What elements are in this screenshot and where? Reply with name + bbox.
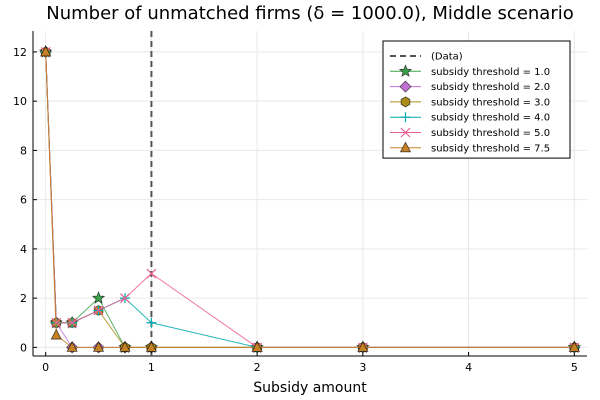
x-tick-label-5: 5 — [571, 361, 578, 374]
series-5-point-2 — [67, 317, 78, 328]
y-tick-label-4: 8 — [20, 144, 27, 157]
series-1-point-3 — [91, 291, 106, 304]
series-6-point-6 — [251, 341, 263, 352]
legend-marker-3 — [400, 96, 411, 108]
legend-marker-4 — [400, 112, 411, 123]
y-tick-label-5: 10 — [13, 95, 27, 108]
series-5-point-3 — [93, 305, 104, 316]
series-5-point-4 — [120, 293, 130, 304]
series-6-point-3 — [92, 341, 105, 352]
axes — [32, 31, 587, 357]
x-tick-label-4: 4 — [465, 361, 472, 374]
series-6-point-0 — [40, 45, 52, 57]
legend-label-6: subsidy threshold = 7.5 — [431, 143, 550, 154]
y-tick-label-3: 6 — [20, 194, 27, 207]
y-tick-label-1: 2 — [20, 292, 27, 305]
legend-label-3: subsidy threshold = 3.0 — [431, 97, 550, 108]
legend-label-2: subsidy threshold = 2.0 — [431, 82, 550, 93]
legend-label-data: (Data) — [431, 52, 463, 63]
series-6-point-1 — [50, 328, 62, 340]
legend-marker-1 — [398, 64, 413, 78]
legend-box — [382, 40, 571, 159]
legend-marker-2 — [399, 80, 412, 93]
legend-marker-6 — [399, 141, 412, 153]
series-group — [38, 44, 582, 354]
legend-label-4: subsidy threshold = 4.0 — [431, 113, 550, 124]
series-6-point-7 — [357, 341, 369, 352]
legend-label-1: subsidy threshold = 1.0 — [431, 67, 550, 78]
series-6-point-8 — [568, 341, 580, 352]
y-tick-label-0: 0 — [20, 341, 27, 354]
x-axis-label: Subsidy amount — [253, 380, 367, 396]
series-5-point-5 — [146, 268, 157, 279]
series-6-point-5 — [145, 341, 158, 352]
legend: (Data) subsidy threshold = 1.0 subsidy thr… — [382, 40, 571, 159]
legend-marker-5 — [400, 127, 411, 138]
x-tick-label-3: 3 — [359, 361, 366, 374]
y-tick-label-6: 12 — [13, 46, 27, 59]
legend-label-5: subsidy threshold = 5.0 — [431, 128, 550, 139]
series-4-point-5 — [146, 317, 157, 328]
y-tick-label-2: 4 — [20, 243, 27, 256]
series-6-point-4 — [119, 341, 131, 352]
x-tick-label-0: 0 — [42, 361, 49, 374]
chart-title: Number of unmatched firms (δ = 1000.0), … — [46, 3, 574, 24]
series-6 — [40, 45, 580, 352]
x-tick-label-1: 1 — [148, 361, 155, 374]
x-tick-label-2: 2 — [254, 361, 261, 374]
series-6-point-2 — [66, 341, 78, 352]
